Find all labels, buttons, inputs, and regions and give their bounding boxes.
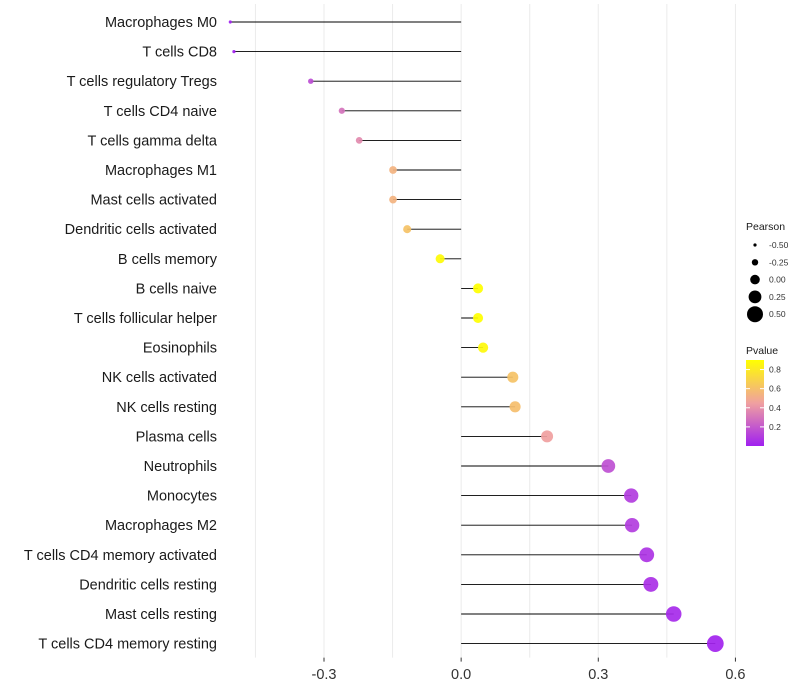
category-label: T cells regulatory Tregs (67, 74, 217, 90)
category-label: B cells naive (136, 281, 217, 297)
category-label: Macrophages M1 (105, 163, 217, 179)
gridlines (254, 4, 736, 658)
data-point (477, 342, 489, 353)
data-point (232, 49, 236, 54)
category-label: T cells CD4 memory activated (24, 548, 217, 564)
category-label: T cells CD4 memory resting (38, 637, 217, 653)
category-label: Neutrophils (144, 459, 217, 475)
legend-pvalue: Pvalue 0.2 0.4 0.6 0.8 (746, 345, 781, 446)
x-tick-label: 0.6 (725, 667, 745, 683)
data-point (507, 371, 519, 383)
data-point (355, 137, 363, 144)
category-label: Dendritic cells activated (65, 222, 217, 238)
legend-pearson-title: Pearson (746, 221, 785, 233)
legend-size-label: -0.50 (769, 240, 789, 250)
category-label: Macrophages M0 (105, 15, 217, 31)
legend-size-label: 0.25 (769, 292, 786, 302)
legend-color-label: 0.4 (769, 403, 781, 413)
legend-size-label: 0.50 (769, 309, 786, 319)
x-axis-ticks: -0.3 0.0 0.3 0.6 (312, 657, 746, 683)
data-point (624, 488, 639, 503)
legend-pearson: Pearson -0.50 -0.25 0.00 0.25 0.50 (746, 221, 789, 323)
data-point (706, 635, 724, 652)
category-label: NK cells resting (116, 400, 217, 416)
category-label: Macrophages M2 (105, 518, 217, 534)
data-point (624, 518, 640, 533)
legend-color-label: 0.8 (769, 365, 781, 375)
category-label: T cells CD8 (142, 45, 217, 61)
data-point (643, 576, 659, 592)
x-tick-label: 0.0 (451, 667, 471, 683)
legend-pvalue-title: Pvalue (746, 345, 778, 357)
category-label: T cells follicular helper (74, 311, 217, 327)
data-point (338, 107, 345, 114)
stems (230, 21, 716, 645)
legend-size-label: 0.00 (769, 275, 786, 285)
legend-size-dot (748, 290, 762, 304)
category-label: Plasma cells (136, 429, 217, 445)
category-label: Mast cells activated (90, 193, 217, 209)
data-point (389, 166, 397, 174)
data-point (389, 195, 397, 204)
data-point (473, 283, 484, 294)
legend-size-dot (750, 274, 760, 285)
data-point (435, 254, 445, 264)
x-tick-label: 0.3 (588, 667, 608, 683)
data-point (639, 547, 655, 563)
category-label: Dendritic cells resting (79, 577, 217, 593)
category-label: Mast cells resting (105, 607, 217, 623)
data-point (541, 430, 554, 443)
legend-size-dot (747, 306, 763, 323)
x-tick-label: -0.3 (312, 667, 337, 683)
pvalue-colorbar (746, 360, 764, 446)
category-label: B cells memory (118, 252, 218, 268)
legend-size-label: -0.25 (769, 257, 789, 267)
data-point (601, 459, 616, 473)
category-label: NK cells activated (102, 370, 217, 386)
legend-color-label: 0.2 (769, 422, 781, 432)
data-point (403, 225, 412, 234)
legend-size-dot (753, 243, 757, 247)
category-label: Monocytes (147, 489, 217, 505)
category-label: Eosinophils (143, 341, 217, 357)
points (228, 20, 724, 652)
legend-color-label: 0.6 (769, 384, 781, 394)
category-label: T cells gamma delta (88, 133, 218, 149)
data-point (473, 312, 484, 324)
data-point (509, 401, 521, 413)
data-point (308, 78, 314, 84)
data-point (228, 20, 232, 24)
legend-size-dot (751, 259, 759, 266)
data-point (665, 606, 682, 622)
category-label: T cells CD4 naive (104, 104, 217, 120)
category-labels: Macrophages M0 T cells CD8 T cells regulat… (24, 15, 218, 653)
